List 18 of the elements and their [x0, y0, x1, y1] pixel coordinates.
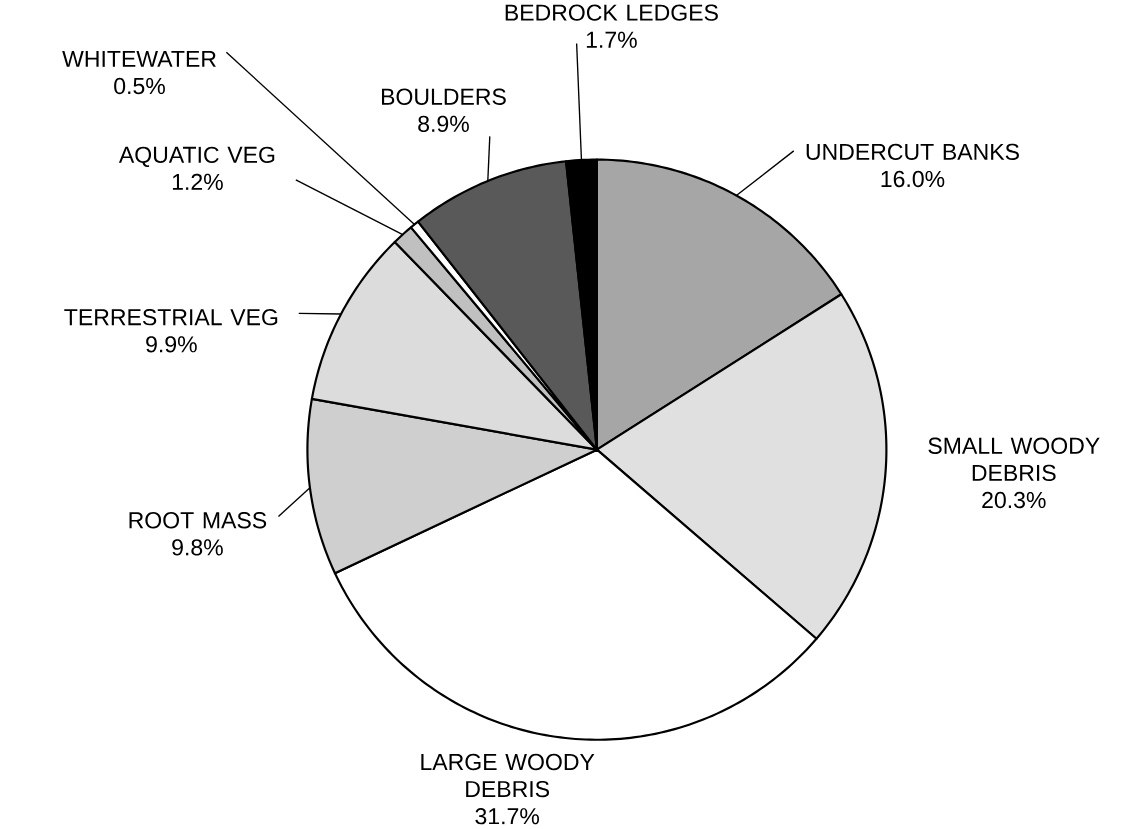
data-label: 16.0%: [881, 170, 945, 188]
slice-label: ROOT MASS: [129, 512, 267, 529]
data-label: 1.7%: [586, 31, 637, 48]
data-label: 9.8%: [172, 539, 223, 556]
slice-label: AQUATIC VEG: [118, 146, 275, 168]
slice-label: BOULDERS: [381, 88, 506, 105]
data-label: 8.9%: [418, 115, 469, 133]
data-label: 1.2%: [172, 173, 223, 191]
slice-label: BEDROCK LEDGES: [505, 4, 718, 21]
data-label: 31.7%: [475, 808, 540, 825]
slice-label: SMALL WOODY DEBRIS: [928, 437, 1100, 482]
data-label: 9.9%: [146, 336, 197, 353]
slice-label: UNDERCUT BANKS: [806, 143, 1019, 161]
data-label: 0.5%: [114, 77, 165, 95]
slice-label: TERRESTRIAL VEG: [64, 309, 278, 326]
slice-label: LARGE WOODY DEBRIS: [421, 753, 595, 798]
data-label: 20.3%: [982, 491, 1046, 509]
slice-label: WHITEWATER: [62, 51, 216, 67]
